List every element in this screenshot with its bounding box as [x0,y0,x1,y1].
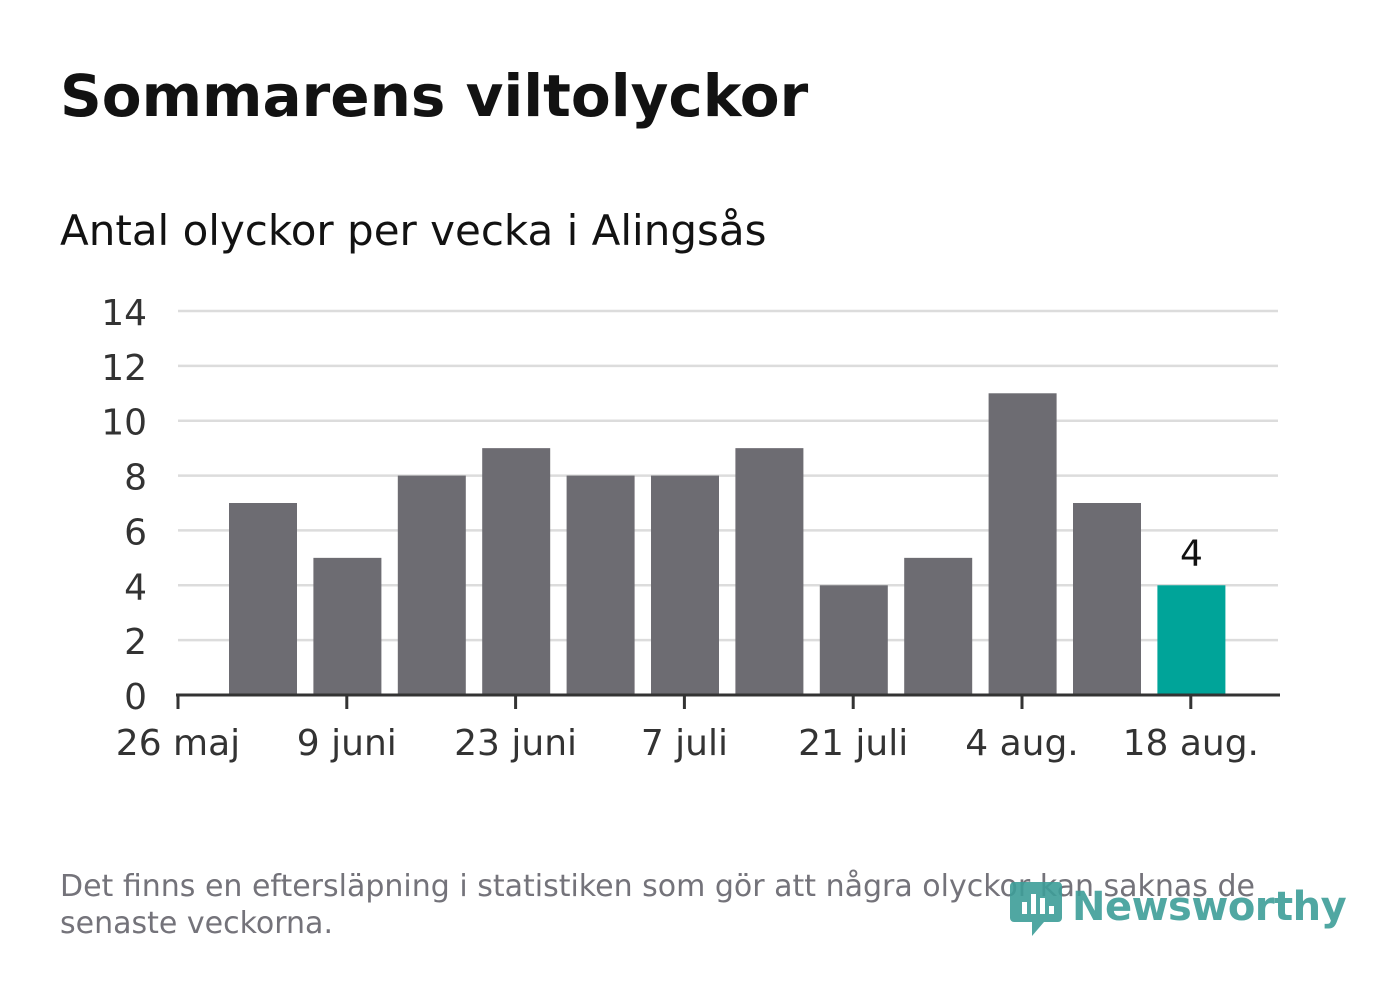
x-tick-label: 23 juni [454,723,577,764]
bar [819,585,888,695]
chart-title: Sommarens viltolyckor [60,62,809,130]
x-axis-ticks: 26 maj 9 juni 23 juni 7 juli 21 juli 4 aug. 18… [116,695,1259,764]
y-tick-label: 0 [124,677,147,718]
y-tick-label: 2 [124,622,147,663]
x-tick-label: 18 aug. [1123,723,1259,764]
x-tick-label: 9 juni [297,723,397,764]
bar [904,557,973,695]
y-tick-label: 4 [124,567,147,608]
newsworthy-logo-icon [1010,882,1062,936]
logo-text: Newsworthy [1072,884,1347,930]
x-tick-label: 4 aug. [965,723,1079,764]
bar [313,557,382,695]
data-labels: 4 [1180,533,1203,574]
bar [651,475,719,695]
y-tick-label: 14 [101,293,147,334]
x-tick-label: 21 juli [798,723,908,764]
y-tick-label: 10 [101,403,147,444]
y-tick-label: 12 [101,348,147,389]
bar-chart: 0 2 4 6 8 10 12 14 26 maj 9 juni 23 juni 7 juli 21 … [101,293,1280,764]
bar [735,448,804,695]
bar [482,448,551,695]
bar [988,393,1057,695]
newsworthy-logo: Newsworthy [1010,876,1347,938]
bars [229,393,1226,695]
bar [566,475,635,695]
chart-subtitle: Antal olyckor per vecka i Alingsås [60,206,767,255]
x-tick-label: 7 juli [641,723,728,764]
y-tick-label: 8 [124,458,147,499]
bar [1157,585,1226,695]
y-axis-ticks: 0 2 4 6 8 10 12 14 [101,293,147,718]
data-label: 4 [1180,533,1203,574]
y-tick-label: 6 [124,512,147,553]
bar [229,503,297,695]
bar [1073,503,1141,695]
x-tick-label: 26 maj [116,723,240,764]
bar [397,475,466,695]
